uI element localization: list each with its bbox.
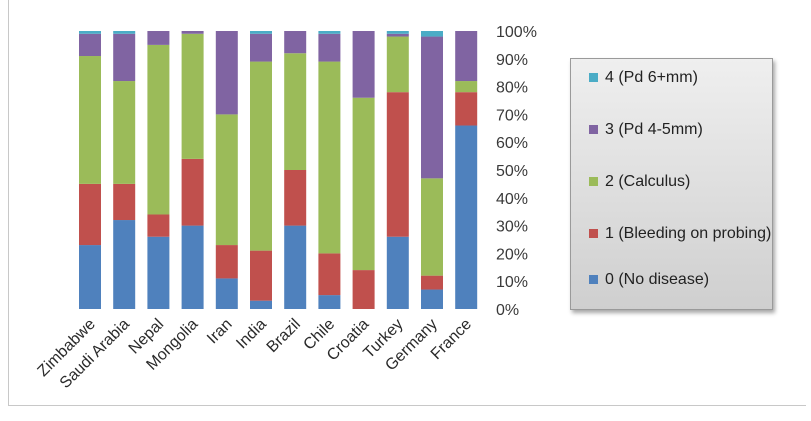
- y-tick-label-9: 90%: [496, 52, 528, 69]
- bar-segment-chile-s2: [318, 61, 341, 254]
- bar-segment-iran-s2: [215, 114, 238, 246]
- legend-swatch-no-disease: [589, 275, 598, 284]
- legend-label-calculus: 2 (Calculus): [605, 173, 691, 190]
- bar-segment-mongolia-s1: [181, 158, 204, 226]
- bar-segment-brazil-s1: [284, 170, 307, 226]
- bar-segment-saudi-arabia-s3: [113, 33, 136, 82]
- bar-segment-zimbabwe-s0: [79, 245, 101, 309]
- bar-segment-saudi-arabia-s2: [113, 81, 136, 184]
- bar-segment-turkey-s2: [386, 36, 409, 93]
- bar-segment-chile-s4: [318, 31, 341, 34]
- bar-segment-nepal-s3: [147, 31, 170, 45]
- legend-label-bleeding: 1 (Bleeding on probing): [605, 225, 772, 242]
- bar-segment-india-s3: [250, 33, 272, 62]
- bar-segment-turkey-s4: [386, 31, 409, 34]
- bar-segment-croatia-s2: [352, 97, 375, 271]
- bar-segment-mongolia-s3: [181, 31, 204, 34]
- chart-legend: 4 (Pd 6+mm) 3 (Pd 4-5mm) 2 (Calculus) 1 …: [570, 58, 773, 310]
- bar-segment-mongolia-s0: [181, 225, 204, 309]
- y-tick-label-1: 10%: [496, 274, 528, 291]
- y-tick-label-8: 80%: [496, 80, 528, 97]
- legend-label-no-disease: 0 (No disease): [605, 271, 710, 288]
- y-tick-label-10: 100%: [496, 24, 537, 41]
- bar-segment-germany-s2: [421, 178, 443, 276]
- bar-segment-chile-s3: [318, 33, 341, 62]
- x-tick-label-india: India: [233, 316, 270, 353]
- bar-segment-france-s2: [455, 81, 478, 93]
- legend-label-pd6: 4 (Pd 6+mm): [605, 69, 698, 86]
- bar-segment-chile-s0: [318, 295, 341, 309]
- bar-segment-germany-s4: [421, 31, 443, 37]
- y-tick-label-5: 50%: [496, 163, 528, 180]
- bar-segment-zimbabwe-s4: [79, 31, 101, 34]
- bar-segment-germany-s1: [421, 275, 443, 290]
- bar-segment-nepal-s2: [147, 44, 170, 215]
- bar-segment-saudi-arabia-s1: [113, 183, 136, 221]
- bar-segment-croatia-s3: [352, 31, 375, 98]
- y-tick-label-2: 20%: [496, 246, 528, 263]
- y-tick-label-3: 30%: [496, 219, 528, 236]
- bar-segment-saudi-arabia-s0: [113, 220, 136, 309]
- bar-segment-turkey-s0: [386, 236, 409, 309]
- x-tick-label-brazil: Brazil: [264, 316, 304, 356]
- bar-segment-france-s1: [455, 92, 478, 126]
- bar-segment-nepal-s0: [147, 236, 170, 309]
- bar-segment-germany-s3: [421, 36, 443, 179]
- bar-segment-zimbabwe-s3: [79, 33, 101, 57]
- bar-segment-brazil-s0: [284, 225, 307, 309]
- y-tick-label-0: 0%: [496, 302, 519, 319]
- bar-segment-germany-s0: [421, 289, 443, 309]
- y-tick-label-4: 40%: [496, 191, 528, 208]
- legend-swatch-pd6: [589, 73, 598, 82]
- bar-segment-brazil-s3: [284, 31, 307, 54]
- bar-segment-india-s4: [250, 31, 272, 34]
- bar-segment-zimbabwe-s1: [79, 183, 101, 246]
- bar-segment-saudi-arabia-s4: [113, 31, 136, 34]
- chart-frame: [8, 0, 806, 406]
- y-tick-label-7: 70%: [496, 107, 528, 124]
- bar-segment-france-s0: [455, 125, 478, 310]
- legend-swatch-bleeding: [589, 229, 598, 238]
- y-tick-label-6: 60%: [496, 135, 528, 152]
- bar-segment-iran-s0: [215, 278, 238, 309]
- bar-segment-iran-s1: [215, 245, 238, 279]
- legend-swatch-pd45: [589, 125, 598, 134]
- bar-segment-india-s0: [250, 300, 272, 309]
- x-tick-label-iran: Iran: [204, 316, 236, 348]
- bar-segment-mongolia-s2: [181, 33, 204, 159]
- bar-segment-brazil-s2: [284, 53, 307, 170]
- bar-segment-turkey-s1: [386, 92, 409, 237]
- bar-segment-india-s2: [250, 61, 272, 251]
- bar-segment-turkey-s3: [386, 33, 409, 37]
- bar-segment-nepal-s1: [147, 214, 170, 237]
- bar-segment-zimbabwe-s2: [79, 56, 101, 184]
- bar-segment-iran-s3: [215, 31, 238, 115]
- bar-segment-india-s1: [250, 250, 272, 301]
- bar-segment-france-s3: [455, 31, 478, 82]
- legend-swatch-calculus: [589, 177, 598, 186]
- bar-segment-croatia-s1: [352, 270, 375, 309]
- legend-label-pd45: 3 (Pd 4-5mm): [605, 121, 703, 138]
- bar-segment-chile-s1: [318, 253, 341, 296]
